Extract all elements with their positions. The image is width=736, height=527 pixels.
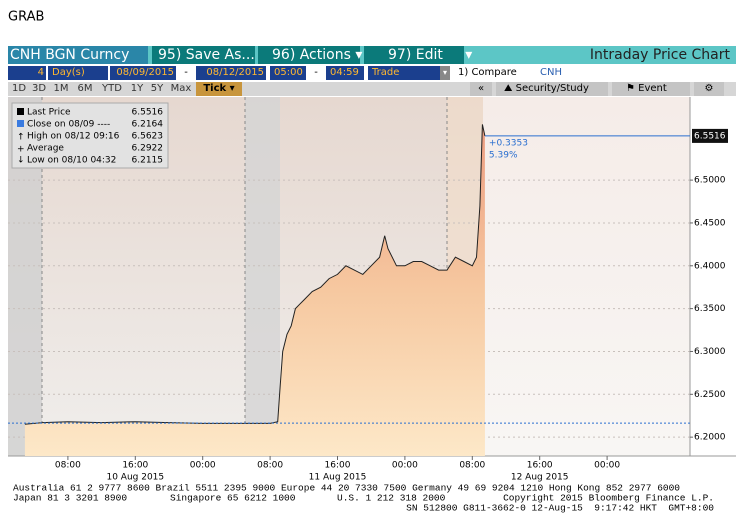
label: 1D bbox=[11, 83, 27, 94]
security-field[interactable]: CNH BGN Curncy bbox=[8, 46, 148, 64]
label: 3D bbox=[31, 83, 47, 94]
label: 97) Edit bbox=[388, 47, 443, 63]
collapse-button[interactable]: « bbox=[470, 82, 492, 96]
legend-value: 6.5516 bbox=[132, 108, 164, 118]
edit-button[interactable]: 97) Edit ▾ bbox=[364, 46, 472, 64]
price-area bbox=[24, 124, 485, 457]
legend-icon bbox=[17, 108, 24, 115]
closed-session bbox=[245, 97, 280, 456]
label: Event bbox=[638, 83, 667, 94]
footer-text: Australia 61 2 9777 8600 Brazil 5511 239… bbox=[13, 483, 680, 494]
x-tick-label: 00:00 bbox=[190, 461, 216, 471]
footer-text: U.S. 1 212 318 2000 bbox=[337, 493, 446, 504]
range-button[interactable]: 1D bbox=[10, 82, 28, 96]
legend-label: High on 08/12 09:16 bbox=[27, 132, 120, 142]
dropdown[interactable]: ▾ bbox=[440, 66, 450, 80]
date-label: 11 Aug 2015 bbox=[309, 473, 367, 483]
legend-icon: ↑ bbox=[17, 133, 25, 143]
footer-text: Copyright 2015 Bloomberg Finance L.P. bbox=[503, 493, 714, 504]
start-date[interactable]: 08/09/2015 bbox=[110, 66, 176, 80]
legend-icon: + bbox=[17, 145, 25, 155]
label: Security/Study bbox=[515, 83, 589, 94]
label: 96) Actions bbox=[272, 47, 351, 63]
x-tick-label: 16:00 bbox=[122, 461, 148, 471]
last-price-tag bbox=[692, 128, 728, 143]
end-time[interactable]: 04:59 bbox=[326, 66, 364, 80]
y-tick-label: 6.3000 bbox=[694, 347, 726, 357]
range-button[interactable]: 1M bbox=[50, 82, 72, 96]
separator: - bbox=[184, 67, 188, 78]
range-button[interactable]: 5Y bbox=[148, 82, 166, 96]
event-button[interactable]: ⚑ Event bbox=[612, 82, 690, 96]
x-tick-label: 16:00 bbox=[527, 461, 553, 471]
legend-box bbox=[11, 102, 169, 169]
legend-label: Close on 08/09 ---- bbox=[27, 120, 110, 130]
range-button[interactable]: Tick ▾ bbox=[196, 82, 242, 96]
label: Max bbox=[170, 83, 192, 94]
range-button[interactable]: 6M bbox=[74, 82, 96, 96]
x-tick-label: 00:00 bbox=[594, 461, 620, 471]
chart-name: Intraday Price Chart bbox=[589, 47, 730, 63]
unit-input[interactable]: Day(s) bbox=[48, 66, 108, 80]
footer-text: Japan 81 3 3201 8900 bbox=[13, 493, 127, 504]
separator: - bbox=[314, 67, 318, 78]
legend-value: 6.2115 bbox=[132, 156, 164, 166]
x-tick-label: 08:00 bbox=[459, 461, 485, 471]
legend-value: 6.2164 bbox=[132, 120, 164, 130]
y-tick-label: 6.2000 bbox=[694, 433, 726, 443]
x-tick-label: 16:00 bbox=[325, 461, 351, 471]
footer-text: SN 512800 G811-3662-0 12-Aug-15 9:17:42 … bbox=[406, 503, 714, 514]
legend-label: Average bbox=[27, 144, 64, 154]
last-price-tag-label: 6.5516 bbox=[694, 131, 726, 141]
legend-value: 6.2922 bbox=[132, 144, 164, 154]
y-tick-label: 6.4500 bbox=[694, 218, 726, 228]
x-tick-label: 00:00 bbox=[392, 461, 418, 471]
label: 1Y bbox=[130, 83, 144, 94]
actions-button[interactable]: 96) Actions ▾ bbox=[258, 46, 362, 64]
label: 6M bbox=[77, 83, 93, 94]
y-tick-label: 6.2500 bbox=[694, 390, 726, 400]
range-button[interactable]: YTD bbox=[98, 82, 126, 96]
window-title: GRAB bbox=[8, 10, 44, 25]
start-time[interactable]: 05:00 bbox=[270, 66, 306, 80]
save-button[interactable]: 95) Save As... bbox=[152, 46, 255, 64]
footer-text: Singapore 65 6212 1000 bbox=[170, 493, 296, 504]
date-label: 12 Aug 2015 bbox=[511, 473, 569, 483]
compare-button[interactable]: 1) Compare bbox=[458, 67, 517, 78]
end-date[interactable]: 08/12/2015 bbox=[196, 66, 266, 80]
period-input[interactable]: 4 bbox=[8, 66, 46, 80]
x-tick-label: 08:00 bbox=[55, 461, 81, 471]
label: 5Y bbox=[150, 83, 164, 94]
compare-ticker[interactable]: CNH bbox=[540, 67, 562, 78]
date-label: 10 Aug 2015 bbox=[106, 473, 164, 483]
x-tick-label: 08:00 bbox=[257, 461, 283, 471]
annotation: +0.3353 bbox=[489, 138, 528, 148]
legend-label: Last Price bbox=[27, 108, 71, 118]
legend-icon bbox=[17, 120, 24, 127]
y-tick-label: 6.5000 bbox=[694, 176, 726, 186]
legend-label: Low on 08/10 04:32 bbox=[27, 156, 116, 166]
legend-icon: ↓ bbox=[17, 156, 25, 166]
label: 1M bbox=[53, 83, 69, 94]
price-line bbox=[24, 124, 486, 425]
settings-button[interactable]: ⚙ bbox=[694, 82, 724, 96]
legend-value: 6.5623 bbox=[132, 132, 164, 142]
range-button[interactable]: Max bbox=[168, 82, 194, 96]
label: Tick bbox=[203, 83, 227, 94]
range-button[interactable]: 1Y bbox=[128, 82, 146, 96]
y-tick-label: 6.4000 bbox=[694, 261, 726, 271]
annotation: 5.39% bbox=[489, 150, 518, 160]
field-select[interactable]: Trade bbox=[368, 66, 450, 80]
y-tick-label: 6.3500 bbox=[694, 304, 726, 314]
label: YTD bbox=[102, 83, 122, 94]
study-button[interactable]: ⛰ Security/Study bbox=[496, 82, 608, 96]
range-button[interactable]: 3D bbox=[30, 82, 48, 96]
